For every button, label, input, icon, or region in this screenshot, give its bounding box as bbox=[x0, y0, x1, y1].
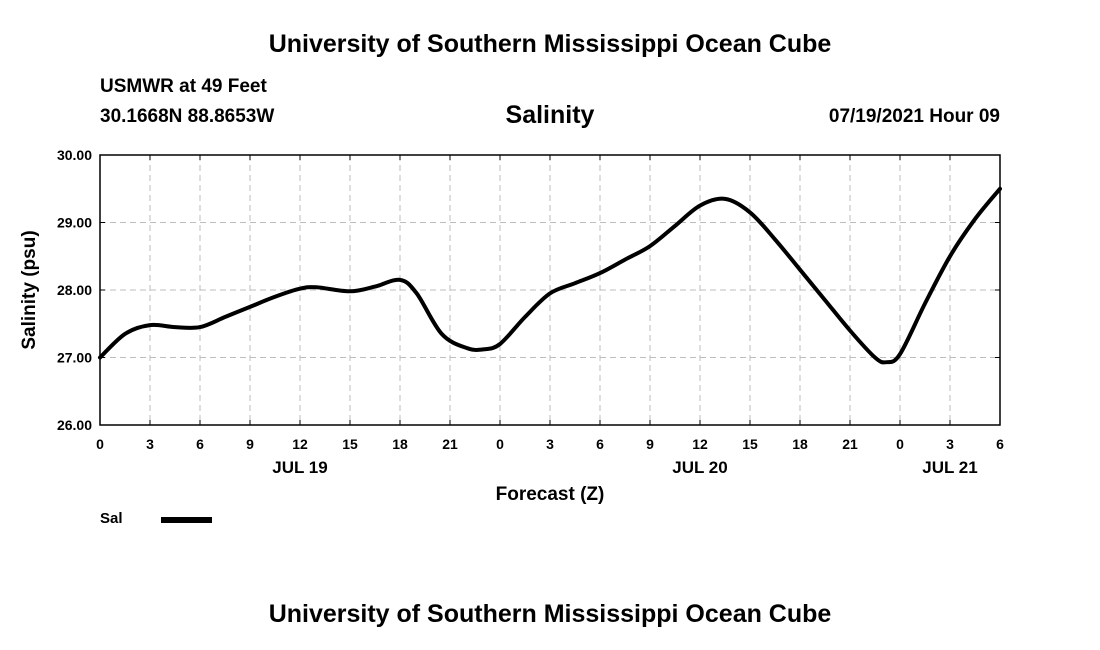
axis-labels: Forecast (Z) Salinity (psu) 0 3 6 9 12 15 18 21… bbox=[19, 147, 1004, 505]
date-label: JUL 20 bbox=[672, 458, 727, 477]
x-tick-label: 0 bbox=[896, 436, 904, 452]
date-label: JUL 19 bbox=[272, 458, 327, 477]
x-tick-label: 3 bbox=[546, 436, 554, 452]
x-tick-label: 0 bbox=[96, 436, 104, 452]
x-tick-label: 0 bbox=[496, 436, 504, 452]
station-name: USMWR at 49 Feet bbox=[100, 76, 267, 97]
date-label: JUL 21 bbox=[922, 458, 977, 477]
x-tick-label: 6 bbox=[596, 436, 604, 452]
station-coordinates: 30.1668N 88.8653W bbox=[100, 106, 275, 127]
y-tick-label: 29.00 bbox=[57, 215, 92, 231]
x-tick-label: 3 bbox=[146, 436, 154, 452]
y-axis-title: Salinity (psu) bbox=[19, 230, 40, 349]
x-axis-title: Forecast (Z) bbox=[496, 484, 605, 505]
series-layer bbox=[98, 186, 1002, 365]
footer-title: University of Southern Mississippi Ocean… bbox=[268, 600, 832, 628]
y-tick-label: 26.00 bbox=[57, 417, 92, 433]
x-tick-label: 12 bbox=[692, 436, 708, 452]
x-tick-label: 18 bbox=[792, 436, 808, 452]
x-tick-label: 15 bbox=[342, 436, 358, 452]
y-tick-label: 27.00 bbox=[57, 350, 92, 366]
x-tick-label: 9 bbox=[646, 436, 654, 452]
page-title: University of Southern Mississippi Ocean… bbox=[268, 30, 832, 58]
x-tick-label: 3 bbox=[946, 436, 954, 452]
forecast-timestamp: 07/19/2021 Hour 09 bbox=[828, 106, 1000, 127]
legend-label: Sal bbox=[100, 510, 123, 527]
x-tick-label: 18 bbox=[392, 436, 408, 452]
legend-swatch bbox=[161, 517, 212, 523]
x-tick-label: 9 bbox=[246, 436, 254, 452]
x-tick-label: 21 bbox=[842, 436, 858, 452]
x-tick-label: 12 bbox=[292, 436, 308, 452]
x-tick-label: 15 bbox=[742, 436, 758, 452]
y-tick-label: 28.00 bbox=[57, 282, 92, 298]
x-tick-label: 6 bbox=[196, 436, 204, 452]
plot-frame bbox=[99, 154, 1001, 426]
y-tick-label: 30.00 bbox=[57, 147, 92, 163]
grid bbox=[100, 155, 1000, 425]
chart-title: Salinity bbox=[505, 101, 595, 129]
axes bbox=[99, 154, 1001, 426]
x-tick-label: 6 bbox=[996, 436, 1004, 452]
x-tick-label: 21 bbox=[442, 436, 458, 452]
series-line-sal bbox=[98, 186, 1002, 365]
